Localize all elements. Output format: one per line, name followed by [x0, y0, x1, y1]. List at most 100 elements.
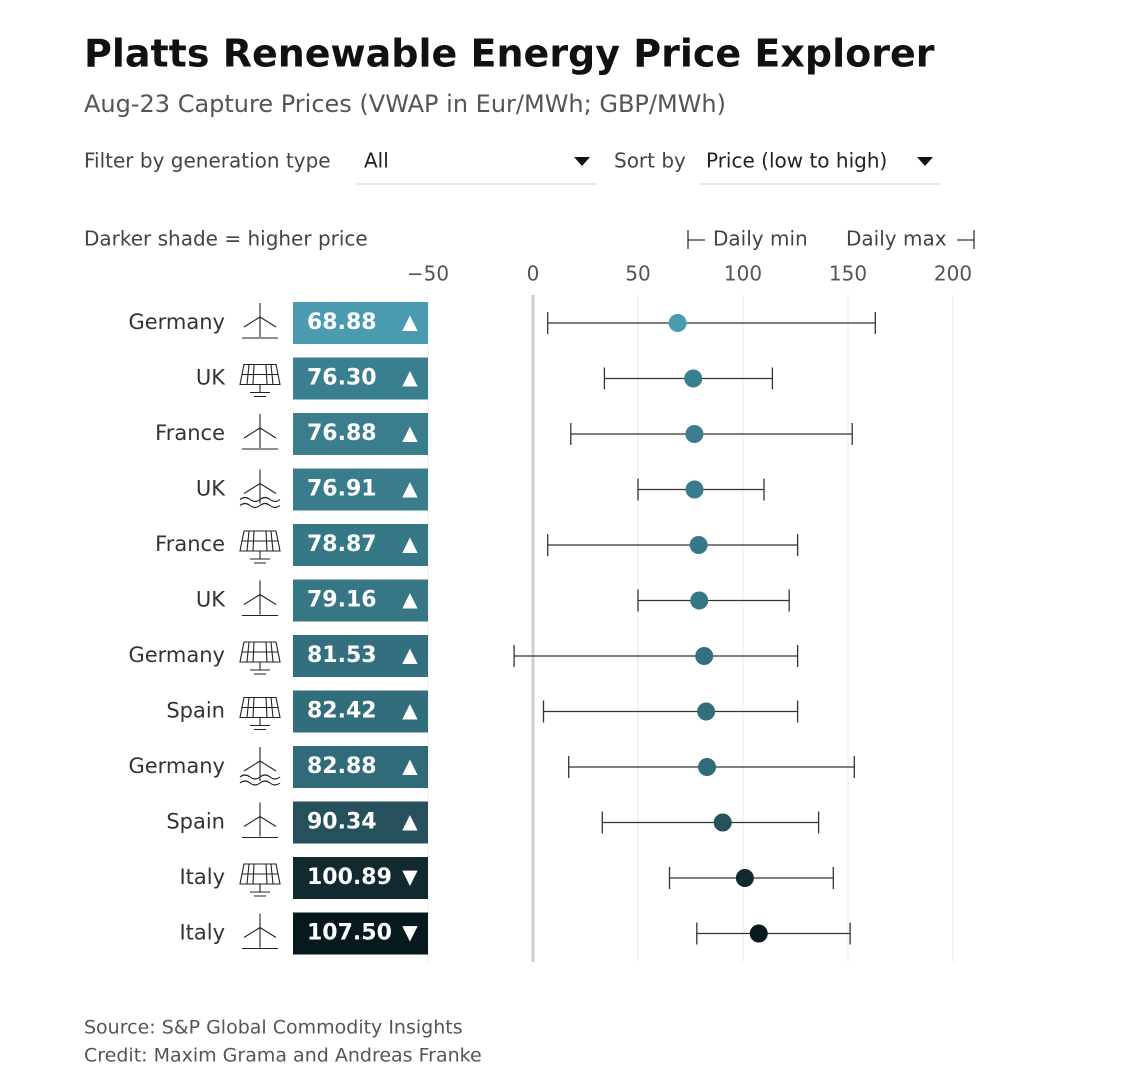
price-box [293, 746, 428, 788]
sort-value: Price (low to high) [706, 149, 887, 173]
wind-icon [242, 580, 278, 617]
icon-stroke [243, 913, 277, 948]
trend-symbol: ▲ [402, 643, 418, 667]
subtitle: Aug-23 Capture Prices (VWAP in Eur/MWh; … [84, 90, 726, 118]
country-label: Germany [128, 754, 225, 778]
price-box [293, 357, 428, 400]
icon-stroke [239, 363, 281, 386]
wind-icon [242, 303, 278, 339]
trend-symbol: ▼ [402, 920, 418, 944]
legend-max-icon [957, 230, 975, 249]
trend-symbol: ▲ [402, 754, 418, 778]
sort-label: Sort by [614, 149, 686, 173]
price-label: 81.53 [307, 643, 377, 668]
icon-stroke [243, 303, 277, 337]
filter-dropdown[interactable]: All [357, 149, 597, 185]
solar-icon [239, 530, 281, 564]
icon-stroke [243, 802, 277, 837]
price-label: 76.88 [307, 421, 377, 446]
price-box [293, 413, 428, 455]
country-label: France [155, 421, 225, 445]
price-box [293, 468, 428, 511]
wind-icon [242, 802, 278, 839]
price-dot [695, 647, 714, 665]
offshore-icon [239, 469, 281, 509]
price-label: 79.16 [307, 588, 377, 613]
icon-stroke [239, 863, 281, 885]
x-tick-label: 0 [527, 262, 540, 286]
icon-stroke [239, 496, 281, 509]
price-dot [685, 425, 704, 443]
icon-stroke [250, 551, 270, 564]
wind-icon [242, 913, 278, 950]
price-box [293, 690, 428, 733]
country-label: Germany [128, 310, 225, 334]
icon-stroke [243, 580, 277, 615]
price-dot [697, 702, 716, 721]
price-label: 82.42 [307, 699, 377, 724]
legend-min: Daily min [713, 227, 808, 251]
icon-stroke [239, 641, 281, 663]
price-label: 78.87 [307, 532, 377, 557]
x-tick-label: 150 [829, 262, 867, 286]
icon-stroke [243, 747, 277, 781]
price-label: 90.34 [307, 810, 377, 835]
icon-stroke [242, 863, 278, 885]
trend-symbol: ▲ [402, 476, 418, 500]
icon-stroke [250, 662, 270, 675]
x-tick-label: 100 [724, 262, 762, 286]
icon-stroke [243, 469, 277, 504]
icon-stroke [239, 774, 281, 786]
price-box [293, 912, 428, 955]
shade-note: Darker shade = higher price [84, 227, 368, 251]
icon-stroke [239, 530, 281, 552]
icon-stroke [250, 717, 270, 731]
price-label: 107.50 [307, 921, 392, 946]
price-box [293, 302, 428, 344]
trend-symbol: ▲ [402, 421, 418, 445]
filter-label: Filter by generation type [84, 149, 331, 173]
icon-stroke [250, 384, 270, 398]
country-label: Spain [166, 810, 225, 834]
price-dot [684, 369, 703, 388]
price-box [293, 857, 428, 899]
trend-symbol: ▼ [402, 865, 418, 889]
country-label: UK [196, 366, 226, 390]
icon-stroke [242, 530, 278, 552]
trend-symbol: ▲ [402, 587, 418, 611]
icon-stroke [243, 414, 277, 448]
solar-icon [239, 363, 281, 398]
title: Platts Renewable Energy Price Explorer [84, 32, 935, 76]
price-label: 76.30 [307, 366, 377, 391]
trend-symbol: ▲ [402, 365, 418, 389]
legend-max: Daily max [846, 227, 947, 251]
price-box [293, 524, 428, 566]
country-label: France [155, 532, 225, 556]
credit: Credit: Maxim Grama and Andreas Franke [84, 1045, 482, 1067]
trend-symbol: ▲ [402, 809, 418, 833]
price-box [293, 635, 428, 677]
icon-stroke [242, 697, 278, 718]
country-label: Germany [128, 643, 225, 667]
solar-icon [239, 696, 281, 731]
price-dot [749, 924, 768, 943]
dropdown-arrow [574, 157, 590, 166]
icon-stroke [242, 641, 278, 663]
source: Source: S&P Global Commodity Insights [84, 1017, 463, 1039]
sort-dropdown[interactable]: Price (low to high) [700, 149, 940, 185]
price-label: 100.89 [307, 865, 392, 890]
country-label: Italy [179, 865, 225, 889]
price-dot [735, 869, 754, 887]
country-label: UK [196, 477, 226, 501]
price-box [293, 579, 428, 622]
x-tick-label: 200 [934, 262, 972, 286]
price-dot [685, 480, 704, 499]
icon-stroke [242, 364, 278, 385]
offshore-icon [239, 747, 281, 786]
solar-icon [239, 641, 281, 675]
wind-icon [242, 414, 278, 450]
price-dot [668, 314, 687, 332]
dropdown-arrow [917, 157, 933, 166]
price-label: 76.91 [307, 477, 377, 502]
